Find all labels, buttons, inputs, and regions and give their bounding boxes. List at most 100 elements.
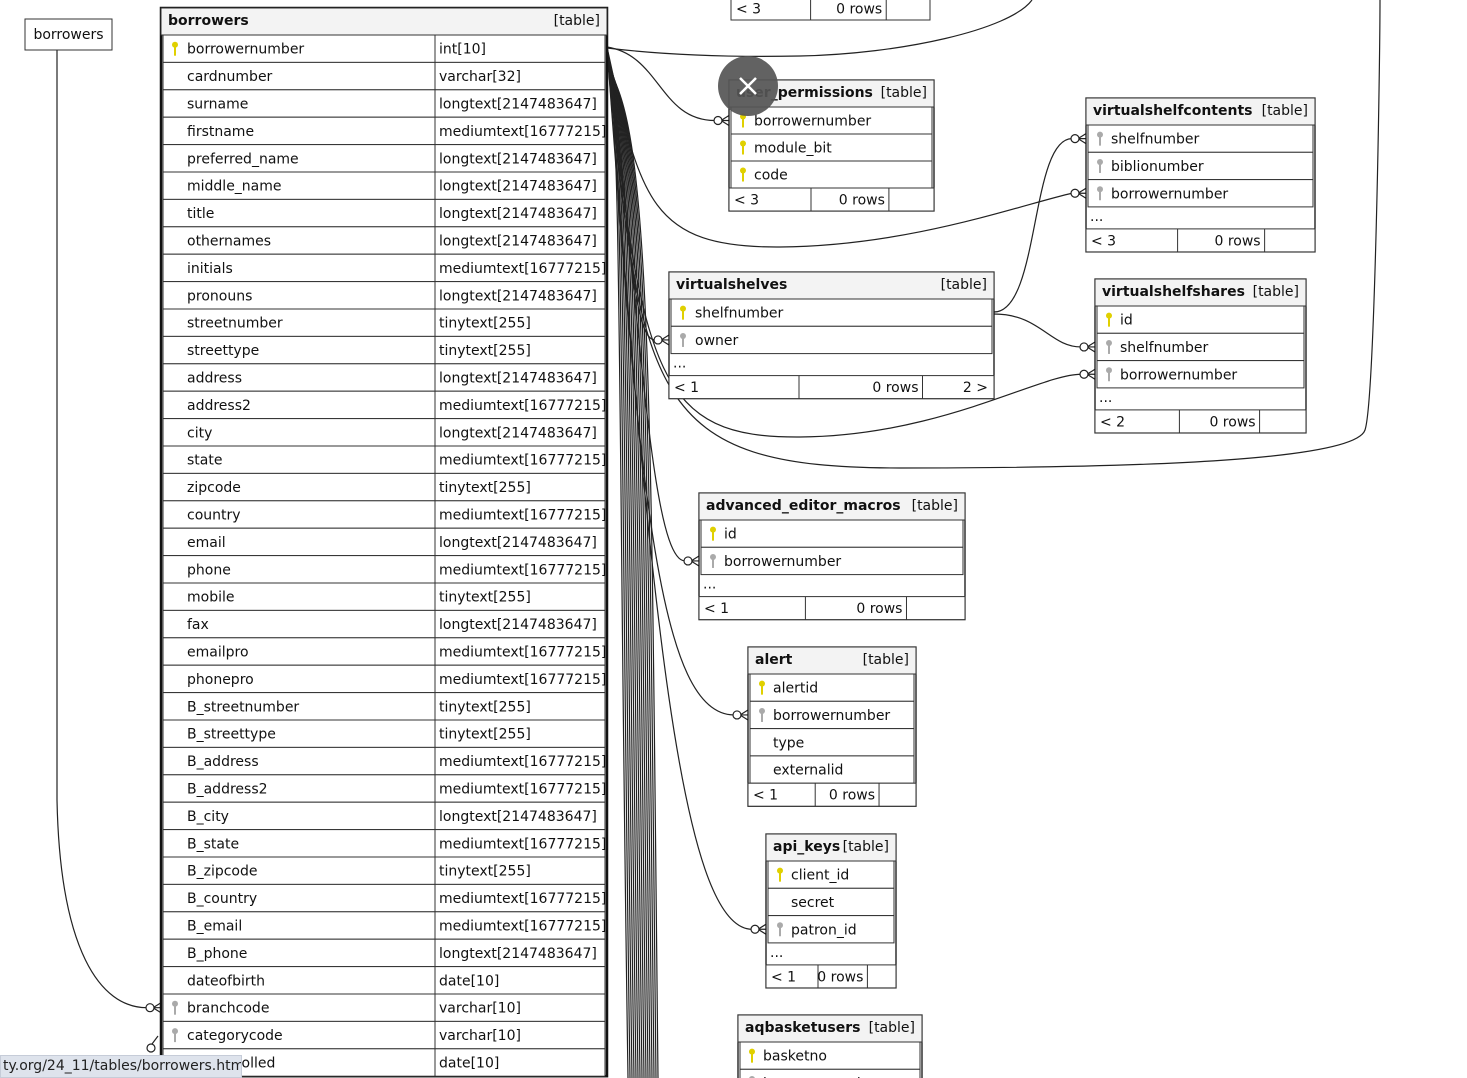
footer-text: < 1 bbox=[704, 601, 729, 617]
column-type: tinytext[255] bbox=[439, 727, 531, 743]
column-type: mediumtext[16777215] bbox=[439, 836, 606, 852]
column-name: B_city bbox=[187, 809, 229, 825]
column-name: module_bit bbox=[754, 141, 832, 157]
column-name: borrowernumber bbox=[724, 554, 841, 570]
key-icon bbox=[749, 1075, 755, 1078]
column-row bbox=[162, 746, 606, 776]
relationship-line bbox=[606, 57, 643, 1078]
column-row bbox=[162, 609, 606, 639]
footer-text: 0 rows bbox=[817, 969, 863, 985]
column-type: tinytext[255] bbox=[439, 343, 531, 359]
column-name: B_phone bbox=[187, 946, 247, 962]
column-row bbox=[162, 34, 606, 63]
column-row bbox=[162, 363, 606, 392]
column-row bbox=[767, 915, 895, 944]
column-row bbox=[162, 198, 606, 228]
column-type: longtext[2147483647] bbox=[439, 371, 597, 387]
footer-text: 0 rows bbox=[856, 601, 902, 617]
column-name: B_streettype bbox=[187, 727, 276, 743]
column-name: dateofbirth bbox=[187, 973, 265, 989]
column-name: B_zipcode bbox=[187, 864, 258, 880]
table: virtualshelfcontents [table] shelfnumber bi… bbox=[1085, 97, 1316, 253]
column-type: longtext[2147483647] bbox=[439, 206, 597, 222]
column-name: firstname bbox=[187, 124, 254, 140]
column-name: emailpro bbox=[187, 645, 249, 661]
column-row bbox=[749, 728, 915, 757]
table: alert [table] alertid borrowernumber type ext… bbox=[747, 646, 917, 807]
footer-text: < 3 bbox=[1091, 233, 1116, 249]
table: aqbasketusers [table] basketno borrowernumb… bbox=[737, 1014, 923, 1078]
close-button[interactable] bbox=[718, 56, 778, 116]
column-type: mediumtext[16777215] bbox=[439, 124, 606, 140]
column-name: cardnumber bbox=[187, 69, 273, 85]
column-row bbox=[162, 89, 606, 118]
table-kind: [table] bbox=[912, 498, 958, 514]
table-kind: [table] bbox=[554, 13, 600, 29]
relationship-line bbox=[606, 46, 1082, 438]
column-type: longtext[2147483647] bbox=[439, 535, 597, 551]
more-rows: ... bbox=[1090, 209, 1103, 225]
more-rows: ... bbox=[770, 945, 783, 961]
column-type: mediumtext[16777215] bbox=[439, 891, 606, 907]
key-icon bbox=[777, 922, 783, 929]
column-row bbox=[730, 106, 933, 135]
column-name: B_email bbox=[187, 919, 242, 935]
column-type: mediumtext[16777215] bbox=[439, 453, 606, 469]
column-name: B_address bbox=[187, 754, 259, 770]
relationship-line bbox=[606, 54, 639, 1078]
column-name: zipcode bbox=[187, 480, 241, 496]
column-name: externalid bbox=[773, 763, 843, 779]
table-name: advanced_editor_macros bbox=[706, 498, 901, 514]
table-kind: [table] bbox=[1253, 284, 1299, 300]
column-row bbox=[162, 664, 606, 694]
column-row bbox=[162, 692, 606, 721]
key-icon bbox=[777, 867, 783, 874]
key-icon bbox=[172, 41, 178, 48]
footer-row bbox=[668, 375, 995, 400]
table: virtualshelves [table] shelfnumber owner...… bbox=[668, 271, 995, 400]
column-name: city bbox=[187, 425, 212, 441]
column-row bbox=[162, 993, 606, 1022]
relationship-line bbox=[151, 1035, 159, 1045]
table-kind: [table] bbox=[941, 277, 987, 293]
more-rows: ... bbox=[1099, 390, 1112, 406]
relationship-line bbox=[606, 46, 753, 930]
optional-mark bbox=[1079, 369, 1089, 379]
table-name: borrowers bbox=[168, 13, 249, 29]
key-icon bbox=[749, 1048, 755, 1055]
optional-mark bbox=[146, 1043, 156, 1053]
column-name: address bbox=[187, 371, 242, 387]
key-icon bbox=[1106, 367, 1112, 374]
column-name: address2 bbox=[187, 398, 251, 414]
table: virtualshelfshares [table] id shelfnumber bo… bbox=[1094, 278, 1307, 434]
column-type: mediumtext[16777215] bbox=[439, 261, 606, 277]
table-name: virtualshelfshares bbox=[1102, 284, 1245, 300]
column-name: basketno bbox=[763, 1049, 827, 1065]
column-row bbox=[767, 860, 895, 889]
footer-row bbox=[765, 964, 897, 989]
optional-mark bbox=[683, 556, 693, 566]
column-name: code bbox=[754, 168, 788, 184]
table-kind: [table] bbox=[869, 1020, 915, 1036]
column-row bbox=[1096, 332, 1305, 362]
column-name: id bbox=[1120, 313, 1133, 329]
column-name: email bbox=[187, 535, 226, 551]
column-name: phonepro bbox=[187, 672, 254, 688]
column-name: borrowernumber bbox=[754, 114, 871, 130]
column-row bbox=[162, 527, 606, 557]
relationship-line bbox=[993, 138, 1073, 313]
column-name: client_id bbox=[791, 868, 849, 884]
footer-text: < 2 bbox=[1100, 414, 1125, 430]
column-row bbox=[730, 160, 933, 189]
label-text: borrowers bbox=[33, 27, 103, 43]
column-name: borrowernumber bbox=[763, 1076, 880, 1078]
column-name: borrowernumber bbox=[773, 708, 890, 724]
column-type: varchar[10] bbox=[439, 1001, 521, 1017]
column-type: longtext[2147483647] bbox=[439, 617, 597, 633]
footer-text: < 1 bbox=[753, 788, 778, 804]
table-name: aqbasketusers bbox=[745, 1020, 860, 1036]
column-row bbox=[162, 1020, 606, 1050]
relationship-line bbox=[56, 50, 148, 1009]
column-type: tinytext[255] bbox=[439, 699, 531, 715]
